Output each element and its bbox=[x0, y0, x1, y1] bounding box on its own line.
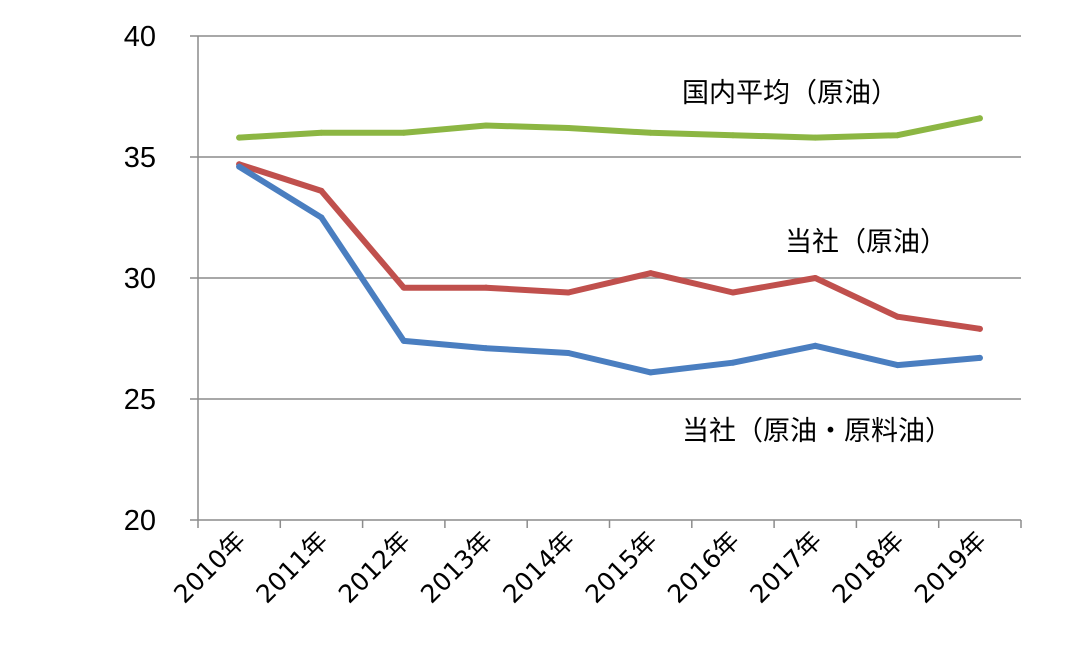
x-tick-label: 2012年 bbox=[333, 526, 416, 609]
data-point bbox=[318, 187, 325, 194]
series-label-company-crude-feedstock: 当社（原油・原料油） bbox=[682, 416, 952, 447]
x-tick-label: 2016年 bbox=[662, 526, 745, 609]
data-point bbox=[812, 275, 819, 281]
data-point bbox=[647, 129, 654, 136]
data-point bbox=[976, 115, 983, 122]
series-line bbox=[236, 115, 983, 141]
data-point bbox=[318, 214, 325, 221]
x-tick-label: 2013年 bbox=[415, 526, 498, 609]
data-point bbox=[236, 163, 243, 170]
y-tick-labels: 20 25 30 35 40 bbox=[124, 21, 156, 537]
y-tick-label: 35 bbox=[124, 142, 156, 174]
data-point bbox=[565, 289, 572, 296]
axes bbox=[190, 35, 1022, 528]
data-point bbox=[976, 354, 983, 361]
y-tick-label: 30 bbox=[124, 263, 156, 295]
series-label-domestic-average: 国内平均（原油） bbox=[682, 78, 898, 109]
data-point bbox=[729, 289, 736, 296]
data-point bbox=[565, 124, 572, 131]
x-tick-label: 2018年 bbox=[827, 526, 910, 609]
y-tick-label: 20 bbox=[124, 505, 156, 537]
series-label-company-crude: 当社（原油） bbox=[785, 227, 947, 258]
data-point bbox=[483, 284, 490, 291]
data-point bbox=[812, 134, 819, 141]
data-point bbox=[400, 337, 407, 344]
data-point bbox=[400, 284, 407, 291]
y-tick-label: 25 bbox=[124, 384, 156, 416]
x-tick-labels: 2010年 2011年 2012年 2013年 2014年 2015年 2016年 2017年… bbox=[168, 526, 992, 609]
gridlines bbox=[198, 35, 1021, 400]
data-point bbox=[318, 129, 325, 136]
x-tick-label: 2010年 bbox=[168, 526, 251, 609]
series-0 bbox=[236, 115, 983, 141]
x-tick-label: 2017年 bbox=[744, 526, 827, 609]
x-tick-label: 2015年 bbox=[580, 526, 663, 609]
data-point bbox=[812, 342, 819, 349]
series-line bbox=[236, 163, 983, 376]
y-tick-label: 40 bbox=[124, 21, 156, 53]
data-point bbox=[894, 362, 901, 369]
data-point bbox=[236, 134, 243, 141]
x-tick-label: 2011年 bbox=[251, 526, 334, 609]
data-point bbox=[647, 369, 654, 376]
data-point bbox=[976, 325, 983, 332]
data-point bbox=[483, 345, 490, 352]
data-point bbox=[647, 270, 654, 277]
data-point bbox=[729, 359, 736, 366]
data-point bbox=[894, 313, 901, 320]
series-line bbox=[236, 161, 983, 332]
data-point bbox=[400, 129, 407, 136]
series-lines bbox=[236, 115, 983, 376]
series-labels: 国内平均（原油） 当社（原油） 当社（原油・原料油） bbox=[682, 78, 952, 447]
data-point bbox=[565, 350, 572, 357]
x-tick-label: 2019年 bbox=[909, 526, 992, 609]
data-point bbox=[729, 132, 736, 139]
data-point bbox=[483, 122, 490, 129]
x-tick-label: 2014年 bbox=[497, 526, 580, 609]
data-point bbox=[894, 132, 901, 139]
series-2 bbox=[236, 163, 983, 376]
